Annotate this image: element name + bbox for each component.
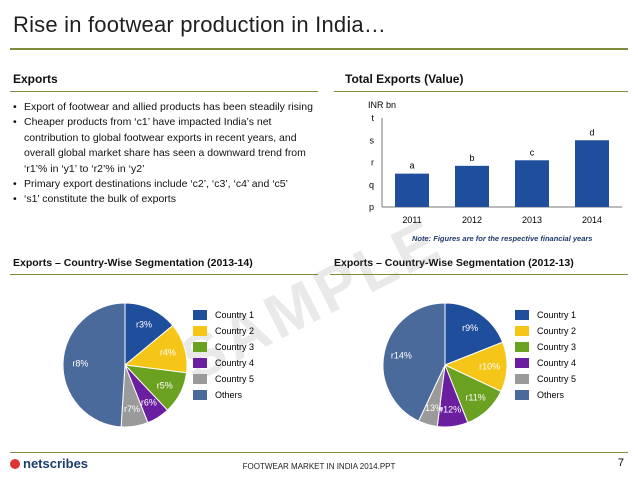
x-tick-label: 2012	[462, 215, 482, 225]
y-tick-label: q	[369, 180, 374, 190]
legend-swatch	[515, 310, 529, 320]
footer-text: FOOTWEAR MARKET IN INDIA 2014.PPT	[242, 462, 396, 471]
pie-chart-2012-13: r9% r10% r11% r12%r13% r14%	[382, 302, 508, 428]
pie-legend-2013-14: Country 1 Country 2 Country 3 Country 4 Coun…	[193, 309, 254, 405]
pie-slice-label: r8%	[72, 359, 88, 369]
legend-item: Country 4	[193, 357, 254, 373]
legend-label: Country 5	[215, 374, 255, 384]
seg-2013-14-heading: Exports – Country-Wise Segmentation (201…	[13, 257, 253, 269]
y-tick-label: r	[371, 158, 374, 168]
pie-slice-label: r5%	[157, 380, 173, 390]
bar	[455, 165, 489, 207]
page-number: 7	[617, 457, 624, 469]
pie-slice-label: r11%	[465, 393, 485, 403]
legend-label: Country 1	[537, 310, 577, 320]
pie-slice-label: r14%	[391, 350, 412, 360]
legend-label: Country 3	[215, 342, 255, 352]
legend-label: Others	[537, 390, 565, 400]
legend-swatch	[193, 374, 207, 384]
legend-item: Country 2	[515, 325, 576, 341]
pie-slice	[382, 302, 446, 422]
title-divider	[10, 48, 628, 50]
bar-data-label: d	[589, 127, 594, 137]
pie-slice-label: r3%	[136, 320, 152, 330]
legend-label: Country 2	[537, 326, 577, 336]
x-tick-label: 2013	[522, 215, 542, 225]
x-tick-label: 2014	[582, 215, 602, 225]
legend-swatch	[193, 342, 207, 352]
legend-item: Country 5	[515, 373, 576, 389]
legend-item: Country 3	[193, 341, 254, 357]
legend-label: Country 5	[537, 374, 577, 384]
pie-slice-label: r4%	[160, 348, 176, 358]
bar	[575, 140, 609, 207]
pie-chart-2013-14: r3% r4% r5%r6%r7% r8%	[62, 302, 188, 428]
pie-slice	[62, 302, 126, 428]
total-exports-heading: Total Exports (Value)	[345, 72, 464, 86]
legend-swatch	[193, 358, 207, 368]
bar-chart-note: Note: Figures are for the respective fin…	[412, 234, 593, 243]
legend-label: Country 4	[537, 358, 577, 368]
bar	[515, 160, 549, 207]
legend-swatch	[193, 326, 207, 336]
legend-label: Country 4	[215, 358, 255, 368]
legend-swatch	[515, 342, 529, 352]
legend-label: Country 1	[215, 310, 255, 320]
pie-legend-2012-13: Country 1 Country 2 Country 3 Country 4 Coun…	[515, 309, 576, 405]
legend-swatch	[515, 358, 529, 368]
y-tick-label: t	[371, 113, 374, 123]
bullet-item: ‘s1’ constitute the bulk of exports	[13, 192, 318, 208]
pie-slice	[124, 302, 174, 367]
legend-item: Others	[193, 389, 254, 405]
pie-slice	[444, 302, 504, 366]
legend-swatch	[515, 374, 529, 384]
legend-item: Country 3	[515, 341, 576, 357]
y-tick-label: s	[370, 135, 375, 145]
bullet-item: Cheaper products from ‘c1’ have impacted…	[13, 115, 318, 177]
legend-item: Country 4	[515, 357, 576, 373]
legend-item: Country 1	[193, 309, 254, 325]
seg-2013-14-divider	[10, 274, 318, 275]
legend-label: Country 2	[215, 326, 255, 336]
footer-divider	[10, 452, 628, 453]
bar-data-label: b	[469, 153, 474, 163]
legend-item: Country 5	[193, 373, 254, 389]
bar	[395, 173, 429, 207]
legend-item: Country 1	[515, 309, 576, 325]
logo-mark-icon	[10, 459, 20, 469]
pie-slice-label: r6%	[141, 398, 157, 408]
seg-2012-13-heading: Exports – Country-Wise Segmentation (201…	[334, 257, 574, 269]
legend-swatch	[515, 326, 529, 336]
legend-label: Others	[215, 390, 243, 400]
pie-slice-label: r12%	[440, 404, 461, 414]
pie-slice-label: r7%	[124, 404, 140, 414]
exports-heading: Exports	[13, 72, 58, 86]
pie-slice-label: r9%	[462, 323, 478, 333]
total-exports-divider	[334, 91, 628, 92]
legend-swatch	[515, 390, 529, 400]
bar-data-label: c	[530, 147, 535, 157]
legend-swatch	[193, 310, 207, 320]
bar-data-label: a	[409, 161, 414, 171]
bullet-item: Export of footwear and allied products h…	[13, 100, 318, 116]
bar-chart-unit-label: INR bn	[368, 100, 397, 110]
page-title: Rise in footwear production in India…	[13, 12, 387, 37]
y-tick-label: p	[369, 202, 374, 212]
legend-item: Country 2	[193, 325, 254, 341]
brand-logo: netscribes	[10, 456, 88, 471]
legend-label: Country 3	[537, 342, 577, 352]
legend-item: Others	[515, 389, 576, 405]
pie-slice-label: r13%	[422, 403, 443, 413]
exports-bullet-list: Export of footwear and allied products h…	[13, 100, 318, 208]
total-exports-bar-chart: p q r s t a 2011 b 2012 c 2013 d 2014	[369, 113, 622, 225]
exports-divider	[10, 91, 318, 92]
bullet-item: Primary export destinations include ‘c2’…	[13, 177, 318, 193]
legend-swatch	[193, 390, 207, 400]
pie-slice-label: r10%	[479, 361, 500, 371]
x-tick-label: 2011	[402, 215, 421, 225]
seg-2012-13-divider	[330, 274, 628, 275]
